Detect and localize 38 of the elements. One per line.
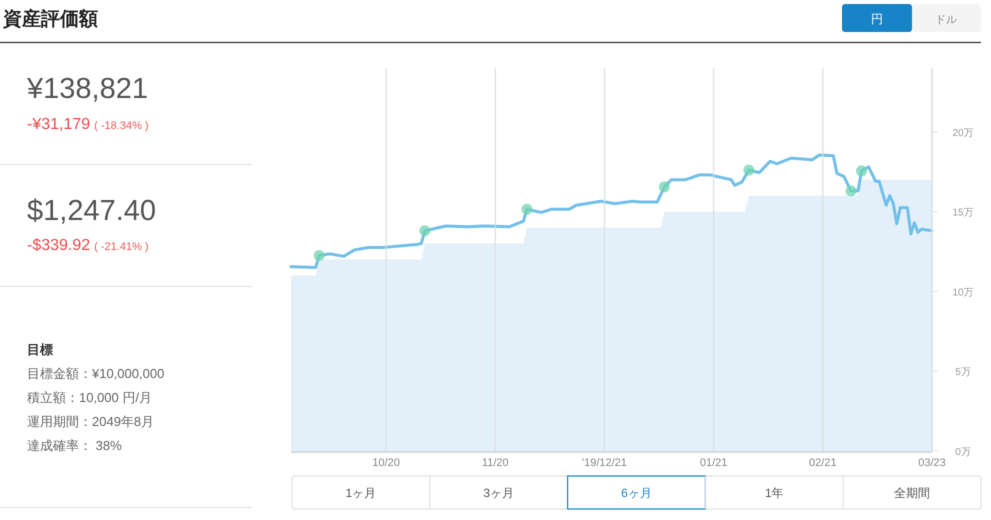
point xyxy=(856,165,868,176)
text: 資産評価額 xyxy=(2,8,98,30)
y-tick-label: 15万 xyxy=(952,208,974,219)
text: 全期間 xyxy=(894,486,930,500)
x-tick-label: 02/21 xyxy=(809,457,837,469)
text: 円 xyxy=(871,12,883,26)
y-tick-label: 5万 xyxy=(955,367,971,378)
point xyxy=(658,181,670,192)
point xyxy=(743,164,754,176)
text: 目標 xyxy=(27,342,53,357)
text: -¥31,179 xyxy=(27,116,90,133)
text: 目標金額：¥10,000,000 xyxy=(27,366,164,381)
text: 6ヶ月 xyxy=(621,486,652,500)
point xyxy=(845,185,856,196)
text: 1年 xyxy=(764,486,784,500)
text: 運用期間：2049年8月 xyxy=(27,414,154,429)
text: ( -21.41% ) xyxy=(94,241,149,253)
x-tick-label: 01/21 xyxy=(700,457,728,469)
line-series xyxy=(290,153,934,269)
point xyxy=(419,225,430,236)
point xyxy=(314,250,325,262)
y-tick-label: 0万 xyxy=(955,447,971,458)
text: ドル xyxy=(935,14,957,26)
x-tick-label: 03/23 xyxy=(918,457,946,469)
text: -$339.92 xyxy=(27,237,90,254)
text: ¥138,821 xyxy=(26,73,148,105)
text: 積立額：10,000 円/月 xyxy=(27,390,152,405)
point xyxy=(521,204,532,215)
text: ( -18.34% ) xyxy=(94,120,149,132)
text: $1,247.40 xyxy=(27,195,156,227)
x-tick-label: 10/20 xyxy=(372,457,400,469)
y-tick-label: 20万 xyxy=(952,128,974,139)
text: 達成確率： 38% xyxy=(27,438,122,453)
x-tick-label: '19/12/21 xyxy=(582,457,627,469)
text: 3ヶ月 xyxy=(483,486,514,500)
y-tick-label: 10万 xyxy=(952,287,974,298)
x-tick-label: 11/20 xyxy=(482,457,509,469)
text: 1ヶ月 xyxy=(346,486,376,500)
